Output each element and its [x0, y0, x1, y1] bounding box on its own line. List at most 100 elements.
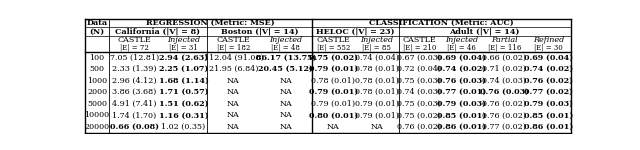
Text: 0.78 (0.01): 0.78 (0.01) [355, 65, 399, 73]
Text: 0.80 (0.01): 0.80 (0.01) [309, 111, 358, 119]
Text: 1.16 (0.31): 1.16 (0.31) [159, 111, 209, 119]
Text: 0.78 (0.01): 0.78 (0.01) [312, 77, 355, 85]
Text: 2.96 (4.12): 2.96 (4.12) [112, 77, 157, 85]
Text: CASTLE: CASTLE [317, 36, 350, 44]
Text: California (|V| = 8): California (|V| = 8) [115, 27, 200, 35]
Text: Data
(N): Data (N) [86, 19, 108, 36]
Text: 2000: 2000 [87, 88, 107, 96]
Text: 5000: 5000 [87, 100, 107, 108]
Text: Injected: Injected [167, 36, 200, 44]
Text: NA: NA [280, 123, 292, 131]
Text: 0.79 (0.01): 0.79 (0.01) [355, 100, 399, 108]
Text: |E| = 72: |E| = 72 [120, 43, 148, 51]
Text: 20000: 20000 [84, 123, 109, 131]
Text: Partial: Partial [491, 36, 518, 44]
Text: 0.79 (0.03): 0.79 (0.03) [437, 100, 486, 108]
Text: 0.78 (0.01): 0.78 (0.01) [355, 77, 399, 85]
Text: Injected: Injected [269, 36, 302, 44]
Text: 0.76 (0.02): 0.76 (0.02) [524, 77, 573, 85]
Text: NA: NA [227, 111, 240, 119]
Text: 0.76 (0.02): 0.76 (0.02) [483, 100, 526, 108]
Text: 0.76 (0.02): 0.76 (0.02) [483, 111, 526, 119]
Text: |E| = 210: |E| = 210 [403, 43, 436, 51]
Text: 21.95 (6.84): 21.95 (6.84) [209, 65, 258, 73]
Text: Refined: Refined [533, 36, 564, 44]
Text: NA: NA [227, 88, 240, 96]
Text: |E| = 85: |E| = 85 [362, 43, 391, 51]
Text: NA: NA [280, 111, 292, 119]
Text: CASTLE: CASTLE [216, 36, 250, 44]
Text: 0.74 (0.03): 0.74 (0.03) [397, 88, 442, 96]
Text: 1.02 (0.35): 1.02 (0.35) [161, 123, 205, 131]
Text: 0.78 (0.01): 0.78 (0.01) [355, 88, 399, 96]
Text: |E| = 48: |E| = 48 [271, 43, 300, 51]
Text: 4.91 (7.41): 4.91 (7.41) [112, 100, 157, 108]
Text: NA: NA [280, 77, 292, 85]
Text: 0.75 (0.02): 0.75 (0.02) [309, 54, 358, 62]
Text: NA: NA [227, 100, 240, 108]
Text: 0.74 (0.02): 0.74 (0.02) [524, 65, 573, 73]
Text: NA: NA [280, 88, 292, 96]
Text: 0.67 (0.03): 0.67 (0.03) [397, 54, 442, 62]
Text: |E| = 46: |E| = 46 [447, 43, 476, 51]
Text: |E| = 552: |E| = 552 [317, 43, 350, 51]
Text: NA: NA [327, 123, 340, 131]
Text: NA: NA [371, 123, 383, 131]
Text: 0.76 (0.03): 0.76 (0.03) [437, 77, 486, 85]
Text: 0.86 (0.01): 0.86 (0.01) [524, 123, 573, 131]
Text: 0.85 (0.01): 0.85 (0.01) [524, 111, 573, 119]
Text: 0.77 (0.02): 0.77 (0.02) [524, 88, 573, 96]
Text: NA: NA [227, 77, 240, 85]
Text: 86.17 (13.75): 86.17 (13.75) [255, 54, 316, 62]
Text: 0.79 (0.01): 0.79 (0.01) [309, 65, 358, 73]
Text: 0.79 (0.01): 0.79 (0.01) [355, 111, 399, 119]
Text: Injected: Injected [360, 36, 394, 44]
Text: 7.05 (12.81): 7.05 (12.81) [109, 54, 159, 62]
Text: 1000: 1000 [87, 77, 107, 85]
Text: 0.85 (0.01): 0.85 (0.01) [436, 111, 486, 119]
Text: HELOC (|V| = 23): HELOC (|V| = 23) [316, 27, 394, 35]
Text: |E| = 31: |E| = 31 [169, 43, 198, 51]
Text: 0.66 (0.02): 0.66 (0.02) [482, 54, 527, 62]
Text: 1.51 (0.62): 1.51 (0.62) [159, 100, 208, 108]
Text: 2.94 (2.63): 2.94 (2.63) [159, 54, 208, 62]
Text: 2.33 (1.39): 2.33 (1.39) [112, 65, 157, 73]
Text: |E| = 30: |E| = 30 [534, 43, 563, 51]
Text: 112.04 (91.06): 112.04 (91.06) [204, 54, 263, 62]
Text: 0.79 (0.01): 0.79 (0.01) [312, 100, 355, 108]
Text: 0.76 (0.03): 0.76 (0.03) [480, 88, 529, 96]
Text: 0.74 (0.04): 0.74 (0.04) [355, 54, 399, 62]
Text: 0.71 (0.02): 0.71 (0.02) [483, 65, 526, 73]
Text: 1.74 (1.70): 1.74 (1.70) [112, 111, 156, 119]
Text: 0.72 (0.04): 0.72 (0.04) [397, 65, 442, 73]
Text: 0.86 (0.01): 0.86 (0.01) [436, 123, 486, 131]
Text: Injected: Injected [445, 36, 478, 44]
Text: NA: NA [280, 100, 292, 108]
Text: 1.71 (0.57): 1.71 (0.57) [159, 88, 208, 96]
Text: 0.79 (0.01): 0.79 (0.01) [309, 88, 358, 96]
Text: |E| = 182: |E| = 182 [217, 43, 250, 51]
Text: 0.76 (0.02): 0.76 (0.02) [397, 123, 442, 131]
Text: 0.74 (0.02): 0.74 (0.02) [436, 65, 486, 73]
Text: Adult (|V| = 14): Adult (|V| = 14) [449, 27, 520, 35]
Text: CASTLE: CASTLE [403, 36, 436, 44]
Text: 0.77 (0.02): 0.77 (0.02) [483, 123, 526, 131]
Text: 20.45 (5.12): 20.45 (5.12) [259, 65, 313, 73]
Text: 0.77 (0.01): 0.77 (0.01) [436, 88, 486, 96]
Text: 0.69 (0.04): 0.69 (0.04) [524, 54, 573, 62]
Text: 3.86 (3.68): 3.86 (3.68) [112, 88, 156, 96]
Text: 100: 100 [90, 54, 104, 62]
Text: 500: 500 [90, 65, 104, 73]
Text: NA: NA [227, 123, 240, 131]
Text: 10000: 10000 [84, 111, 109, 119]
Text: 0.75 (0.02): 0.75 (0.02) [397, 111, 442, 119]
Text: 1.68 (1.14): 1.68 (1.14) [159, 77, 209, 85]
Text: CASTLE: CASTLE [117, 36, 151, 44]
Text: Boston (|V| = 14): Boston (|V| = 14) [221, 27, 298, 35]
Text: 2.25 (1.07): 2.25 (1.07) [159, 65, 208, 73]
Text: 0.66 (0.08): 0.66 (0.08) [109, 123, 159, 131]
Text: |E| = 116: |E| = 116 [488, 43, 521, 51]
Text: CLASSIFICATION (Metric: AUC): CLASSIFICATION (Metric: AUC) [369, 19, 513, 27]
Text: 0.75 (0.03): 0.75 (0.03) [397, 100, 442, 108]
Text: 0.74 (0.03): 0.74 (0.03) [483, 77, 526, 85]
